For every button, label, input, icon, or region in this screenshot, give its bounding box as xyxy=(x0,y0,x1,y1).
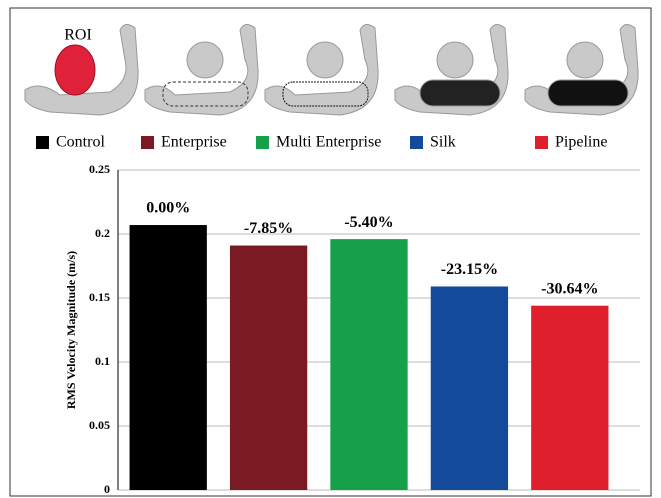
change-label: -7.85% xyxy=(244,220,293,237)
vessel-multi-enterprise xyxy=(264,24,379,116)
legend-label: Control xyxy=(56,134,105,151)
vessel-enterprise xyxy=(144,24,259,116)
vessel-images xyxy=(24,24,639,116)
change-label: -5.40% xyxy=(344,214,393,231)
vessel-control xyxy=(24,24,139,116)
bar xyxy=(229,245,308,490)
bar xyxy=(330,239,408,490)
vessel-silk xyxy=(394,24,509,116)
bar xyxy=(531,305,609,490)
legend-swatch xyxy=(256,136,269,149)
y-tick-label: 0.2 xyxy=(95,226,110,240)
change-label: 0.00% xyxy=(146,200,190,217)
roi-label: ROI xyxy=(64,27,92,44)
legend-label: Silk xyxy=(430,134,456,151)
legend-label: Enterprise xyxy=(161,134,227,151)
bar xyxy=(430,286,509,490)
legend-label: Pipeline xyxy=(555,134,607,151)
legend-swatch xyxy=(410,136,423,149)
y-tick-label: 0 xyxy=(104,482,110,496)
y-tick-label: 0.05 xyxy=(89,418,110,432)
y-axis-label: RMS Velocity Magnitude (m/s) xyxy=(64,251,78,409)
vessel-pipeline xyxy=(524,24,639,116)
change-label: -30.64% xyxy=(541,280,598,297)
bar xyxy=(129,225,207,491)
legend-label: Multi Enterprise xyxy=(276,134,381,151)
legend-swatch xyxy=(36,136,49,149)
change-label: -23.15% xyxy=(441,261,498,278)
y-tick-label: 0.1 xyxy=(95,354,110,368)
y-tick-label: 0.25 xyxy=(89,162,110,176)
y-tick-label: 0.15 xyxy=(89,290,110,304)
legend-swatch xyxy=(535,136,548,149)
legend-swatch xyxy=(141,136,154,149)
